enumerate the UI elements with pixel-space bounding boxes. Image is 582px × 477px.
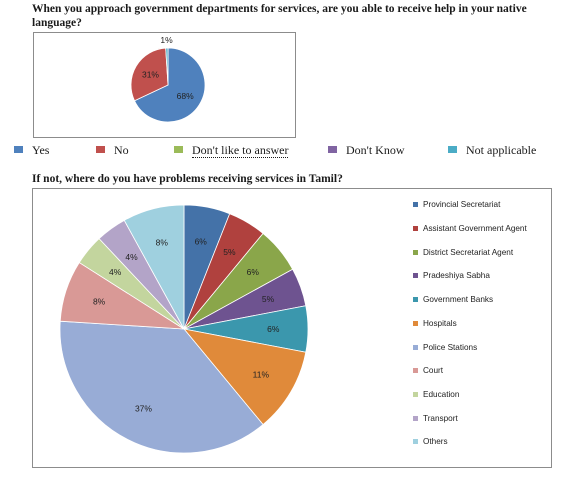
chart-1-legend: Yes No Don't like to answer Don't Know N… (14, 143, 582, 159)
legend-item-assistant-government-agent: Assistant Government Agent (413, 224, 548, 234)
chart-1-frame: 68% 31% 1% (33, 32, 296, 138)
data-label-hospitals: 11% (253, 369, 270, 379)
data-label-transport: 4% (125, 252, 138, 262)
legend-label: Don't Know (346, 143, 405, 157)
legend-label: Not applicable (466, 143, 537, 157)
legend-swatch (413, 416, 418, 421)
question-2-title: If not, where do you have problems recei… (32, 173, 343, 185)
legend-label: District Secretariat Agent (423, 248, 514, 257)
legend-label: Yes (32, 143, 50, 157)
data-label-no: 31% (142, 70, 159, 80)
pie-chart-problem-locations: 6% 5% 6% 5% 6% 11% 37% 8% 4%4% 8% (59, 204, 309, 454)
legend-label: Pradeshiya Sabha (423, 271, 490, 280)
legend-swatch (14, 146, 23, 153)
legend-item-education: Education (413, 390, 548, 400)
legend-item-court: Court (413, 366, 548, 376)
data-label-assistant-government-agent: 5% (223, 247, 236, 257)
legend-swatch (96, 146, 105, 153)
pie-slice-hospitals (182, 328, 307, 426)
data-label-others: 8% (156, 238, 169, 248)
legend-item-provincial-secretariat: Provincial Secretariat (413, 200, 548, 210)
legend-label: Government Banks (423, 295, 494, 304)
legend-swatch (413, 392, 418, 397)
legend-item-pradeshiya-sabha: Pradeshiya Sabha (413, 271, 548, 281)
legend-label: Hospitals (423, 319, 457, 328)
legend-swatch (413, 273, 418, 278)
pie-slice-others (123, 204, 185, 330)
legend-swatch (413, 297, 418, 302)
legend-item-no: No (96, 143, 129, 157)
legend-swatch (413, 439, 418, 444)
legend-label: Police Stations (423, 343, 478, 352)
legend-swatch (448, 146, 457, 153)
legend-swatch (174, 146, 183, 153)
legend-item-transport: Transport (413, 414, 548, 424)
data-label-police-stations: 37% (135, 404, 152, 414)
data-label-education: 4% (109, 267, 122, 277)
legend-swatch (413, 226, 418, 231)
legend-label: Provincial Secretariat (423, 200, 501, 209)
legend-swatch (413, 345, 418, 350)
pie-chart-native-language: 68% 31% 1% (130, 35, 206, 123)
legend-label: Assistant Government Agent (423, 224, 527, 233)
legend-item-hospitals: Hospitals (413, 319, 548, 329)
legend-swatch (328, 146, 337, 153)
legend-label: Education (423, 390, 460, 399)
legend-swatch (413, 368, 418, 373)
data-label-yes: 68% (177, 91, 194, 101)
question-1-title: When you approach government departments… (32, 3, 527, 29)
legend-item-dont-know: Don't Know (328, 143, 405, 157)
legend-swatch (413, 250, 418, 255)
pie-slice-not-applicable (165, 47, 169, 86)
legend-item-others: Others (413, 437, 548, 447)
legend-item-yes: Yes (14, 143, 49, 157)
legend-label: Transport (423, 414, 458, 423)
legend-item-police-stations: Police Stations (413, 343, 548, 353)
data-label-government-banks: 6% (267, 324, 280, 334)
legend-item-dont-like-to-answer: Don't like to answer (174, 143, 289, 158)
pie-slice-police-stations (59, 320, 264, 454)
legend-label: No (114, 143, 129, 157)
pie-slice-yes (133, 47, 206, 123)
legend-swatch (413, 202, 418, 207)
legend-item-not-applicable: Not applicable (448, 143, 536, 157)
data-label-court: 8% (93, 296, 106, 306)
legend-label: Court (423, 366, 444, 375)
data-label-pradeshiya-sabha: 5% (262, 294, 275, 304)
chart-2-frame: 6% 5% 6% 5% 6% 11% 37% 8% 4% 4% 8% (32, 188, 552, 468)
data-label-provincial-secretariat: 6% (195, 236, 208, 246)
legend-label: Don't like to answer (192, 143, 289, 158)
legend-swatch (413, 321, 418, 326)
pie-slice-no (130, 47, 169, 102)
legend-item-district-secretariat-agent: District Secretariat Agent (413, 248, 548, 258)
data-label-district-secretariat-agent: 6% (247, 267, 260, 277)
data-label-not-applicable: 1% (160, 35, 173, 45)
legend-label: Others (423, 437, 448, 446)
legend-item-government-banks: Government Banks (413, 295, 548, 305)
